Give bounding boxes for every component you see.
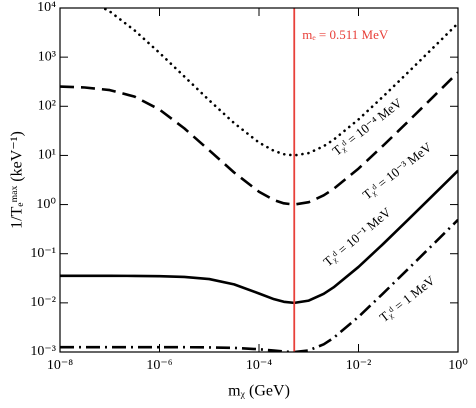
y-tick-label: 10⁴ bbox=[37, 0, 56, 15]
y-tick-label: 10⁻¹ bbox=[30, 246, 56, 261]
line-series bbox=[100, 8, 458, 157]
y-axis-label: 1/Tₑᵐᵃˣ (keV⁻¹) bbox=[9, 131, 26, 229]
y-tick-label: 10⁰ bbox=[36, 197, 56, 212]
y-tick-label: 10¹ bbox=[38, 148, 56, 163]
x-tick-label: 10⁰ bbox=[448, 358, 468, 373]
x-tick-label: 10⁻⁸ bbox=[47, 358, 73, 373]
x-tick-label: 10⁻⁴ bbox=[246, 358, 272, 373]
plot-area bbox=[60, 8, 458, 352]
series-label: Tᵪᵈ = 10⁻⁴ MeV bbox=[329, 95, 405, 159]
y-tick-label: 10⁻² bbox=[30, 295, 56, 310]
x-tick-label: 10⁻⁶ bbox=[146, 358, 172, 373]
plot-frame bbox=[59, 7, 459, 353]
x-tick-label: 10⁻² bbox=[346, 358, 372, 373]
series-label: Tᵪᵈ = 10⁻¹ MeV bbox=[320, 204, 394, 269]
y-tick-label: 10³ bbox=[38, 49, 56, 64]
line-series bbox=[60, 218, 458, 352]
y-tick-label: 10² bbox=[38, 99, 56, 114]
series-label: Tᵪᵈ = 10⁻³ MeV bbox=[360, 139, 435, 202]
line-series bbox=[60, 169, 458, 305]
x-axis-label: mᵪ (GeV) bbox=[228, 383, 290, 400]
reference-label: mₑ = 0.511 MeV bbox=[302, 27, 389, 42]
series-label: Tᵪᵈ = 1 MeV bbox=[376, 272, 438, 325]
y-tick-label: 10⁻³ bbox=[30, 344, 56, 359]
line-series bbox=[60, 71, 458, 206]
